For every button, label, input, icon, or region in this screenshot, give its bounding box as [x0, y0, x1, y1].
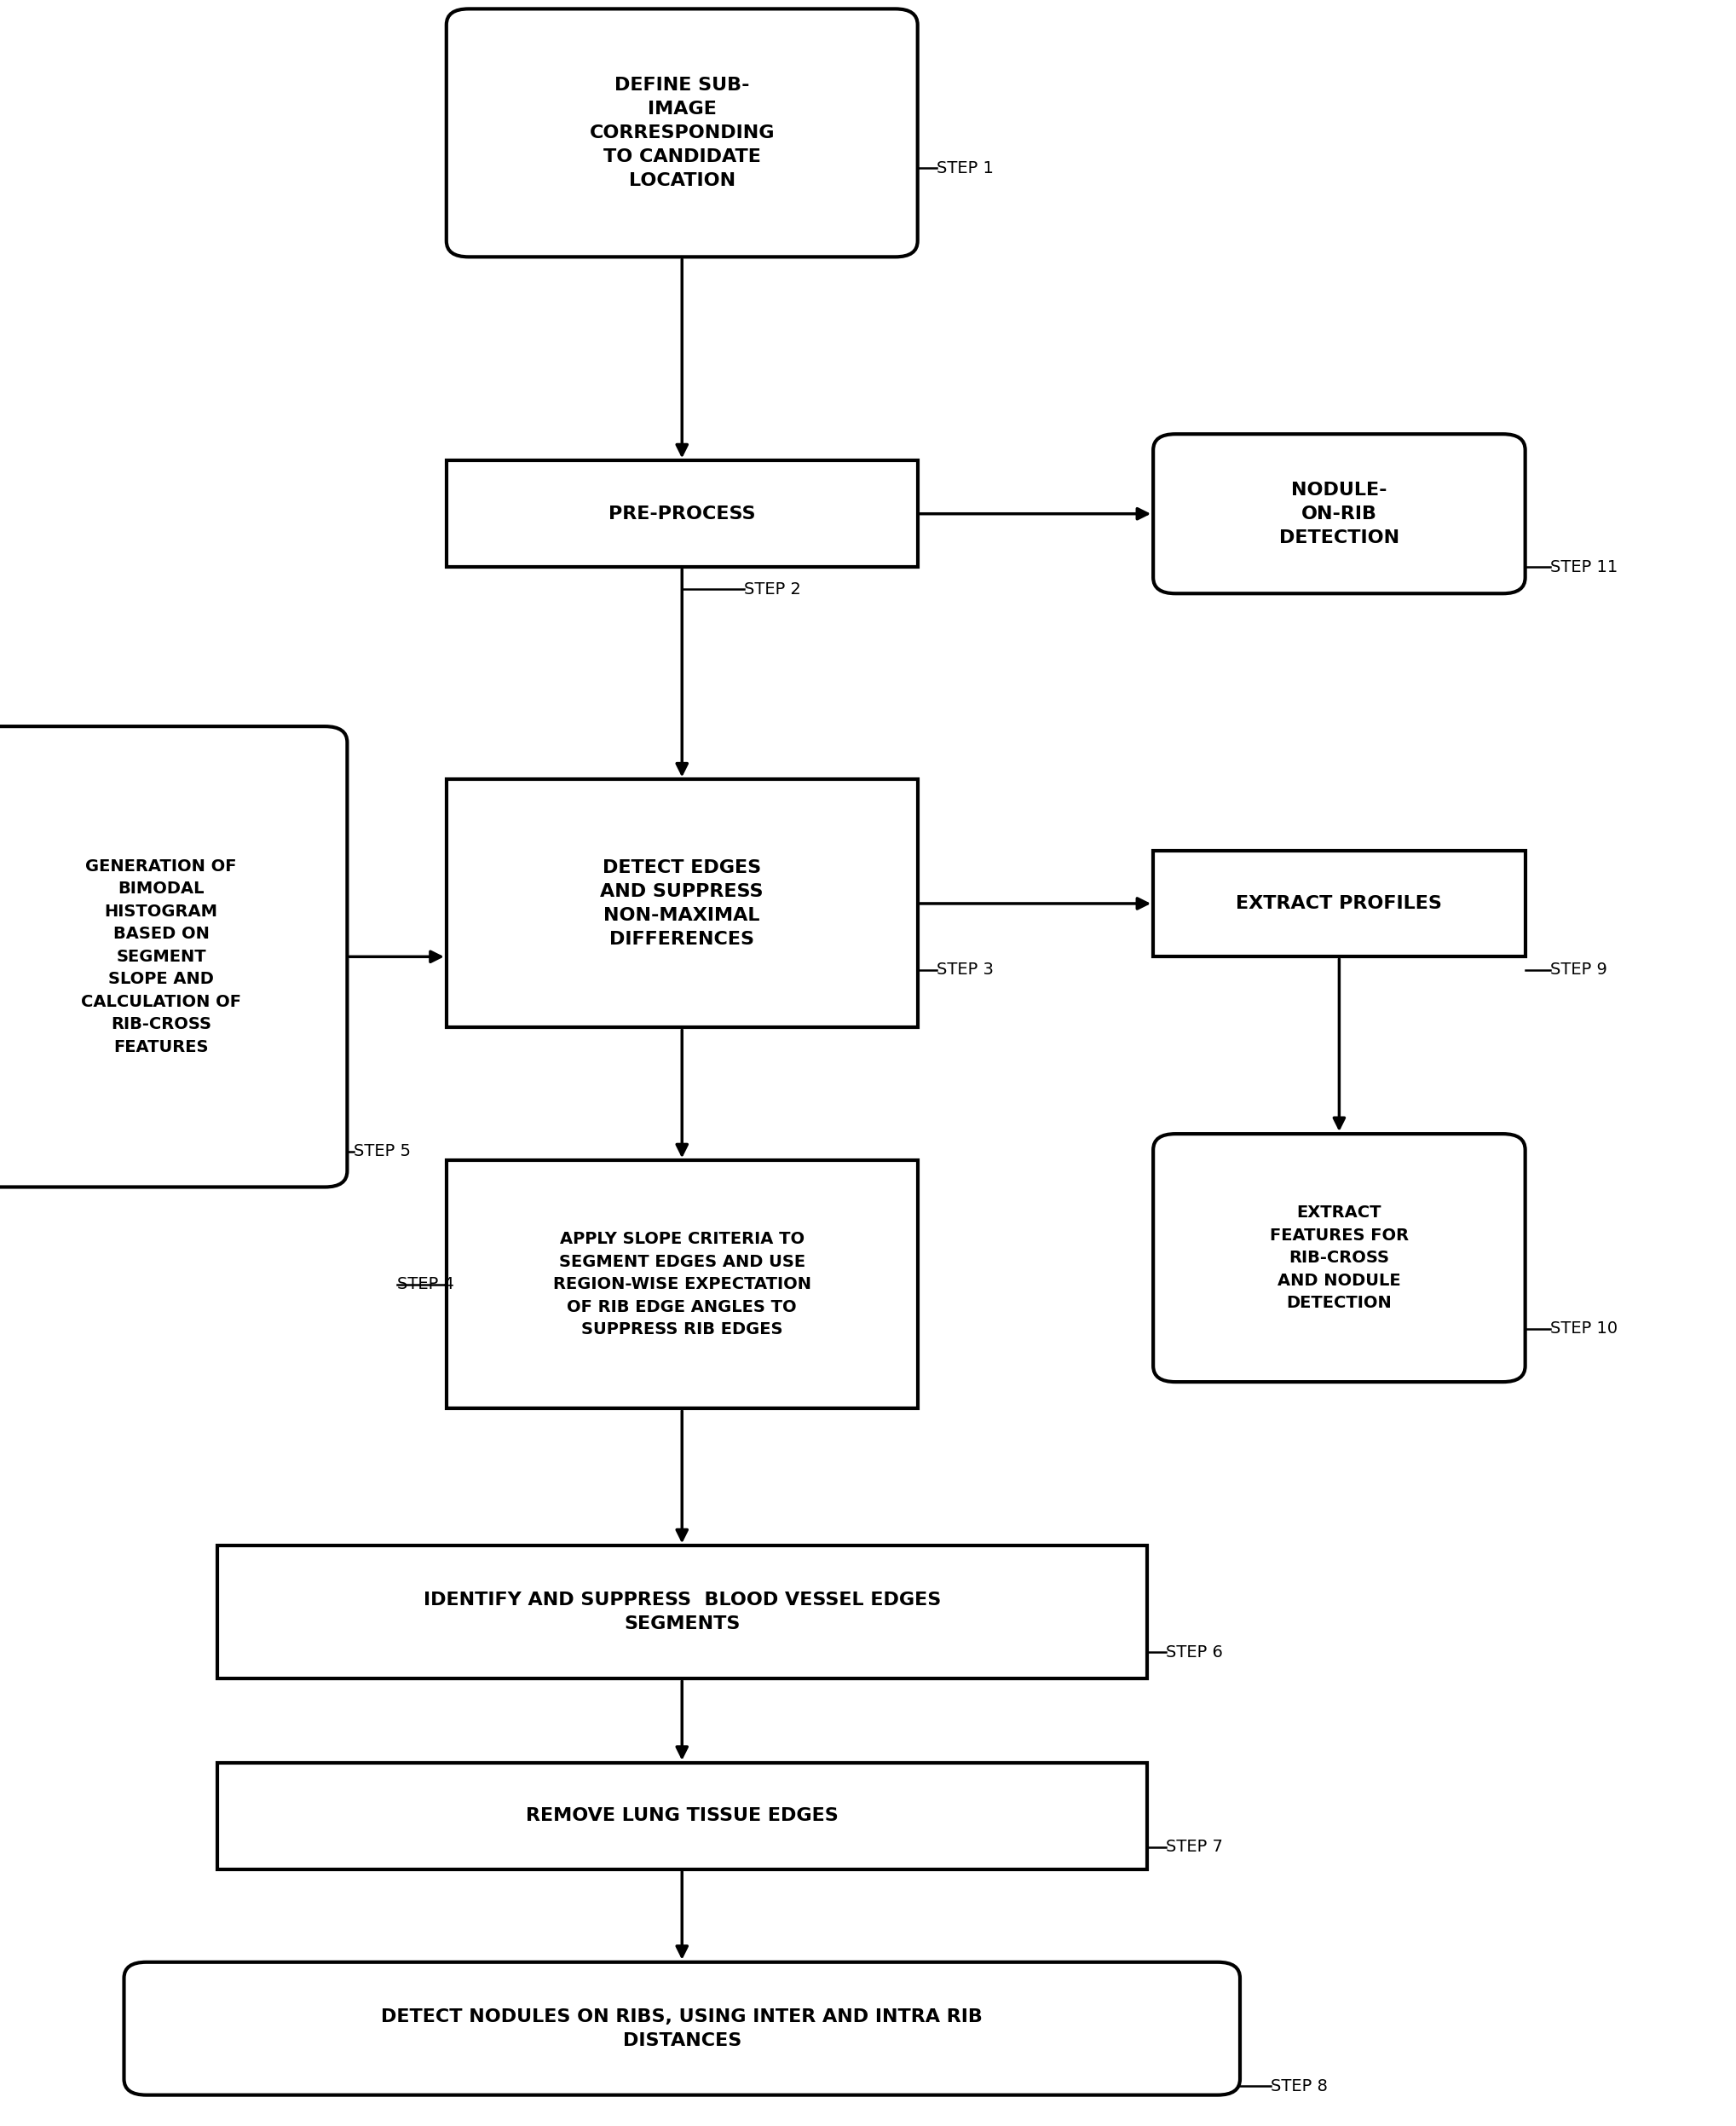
- Text: EXTRACT PROFILES: EXTRACT PROFILES: [1236, 895, 1443, 912]
- Text: STEP 2: STEP 2: [745, 580, 800, 597]
- Text: PRE-PROCESS: PRE-PROCESS: [609, 506, 755, 523]
- Text: STEP 6: STEP 6: [1165, 1643, 1222, 1660]
- FancyBboxPatch shape: [1153, 1133, 1526, 1382]
- FancyBboxPatch shape: [217, 1762, 1147, 1869]
- Text: STEP 8: STEP 8: [1271, 2077, 1328, 2094]
- Text: STEP 7: STEP 7: [1165, 1839, 1222, 1856]
- Text: STEP 5: STEP 5: [354, 1144, 410, 1159]
- Text: STEP 3: STEP 3: [936, 961, 993, 978]
- FancyBboxPatch shape: [123, 1962, 1240, 2094]
- Text: EXTRACT
FEATURES FOR
RIB-CROSS
AND NODULE
DETECTION: EXTRACT FEATURES FOR RIB-CROSS AND NODUL…: [1269, 1205, 1408, 1312]
- Text: DETECT EDGES
AND SUPPRESS
NON-MAXIMAL
DIFFERENCES: DETECT EDGES AND SUPPRESS NON-MAXIMAL DI…: [601, 859, 764, 948]
- Text: STEP 9: STEP 9: [1550, 961, 1608, 978]
- Text: STEP 4: STEP 4: [398, 1276, 453, 1293]
- FancyBboxPatch shape: [446, 461, 918, 568]
- Text: NODULE-
ON-RIB
DETECTION: NODULE- ON-RIB DETECTION: [1279, 480, 1399, 546]
- Text: DETECT NODULES ON RIBS, USING INTER AND INTRA RIB
DISTANCES: DETECT NODULES ON RIBS, USING INTER AND …: [382, 2009, 983, 2049]
- FancyBboxPatch shape: [446, 1161, 918, 1410]
- FancyBboxPatch shape: [1153, 850, 1526, 957]
- FancyBboxPatch shape: [217, 1546, 1147, 1680]
- Text: STEP 10: STEP 10: [1550, 1320, 1618, 1337]
- Text: REMOVE LUNG TISSUE EDGES: REMOVE LUNG TISSUE EDGES: [526, 1807, 838, 1824]
- FancyBboxPatch shape: [446, 780, 918, 1027]
- Text: STEP 11: STEP 11: [1550, 559, 1618, 574]
- FancyBboxPatch shape: [0, 727, 347, 1186]
- FancyBboxPatch shape: [1153, 434, 1526, 593]
- Text: GENERATION OF
BIMODAL
HISTOGRAM
BASED ON
SEGMENT
SLOPE AND
CALCULATION OF
RIB-CR: GENERATION OF BIMODAL HISTOGRAM BASED ON…: [82, 859, 241, 1054]
- FancyBboxPatch shape: [446, 9, 918, 257]
- Text: STEP 1: STEP 1: [936, 159, 993, 176]
- Text: DEFINE SUB-
IMAGE
CORRESPONDING
TO CANDIDATE
LOCATION: DEFINE SUB- IMAGE CORRESPONDING TO CANDI…: [589, 77, 774, 189]
- Text: IDENTIFY AND SUPPRESS  BLOOD VESSEL EDGES
SEGMENTS: IDENTIFY AND SUPPRESS BLOOD VESSEL EDGES…: [424, 1592, 941, 1633]
- Text: APPLY SLOPE CRITERIA TO
SEGMENT EDGES AND USE
REGION-WISE EXPECTATION
OF RIB EDG: APPLY SLOPE CRITERIA TO SEGMENT EDGES AN…: [552, 1231, 811, 1337]
